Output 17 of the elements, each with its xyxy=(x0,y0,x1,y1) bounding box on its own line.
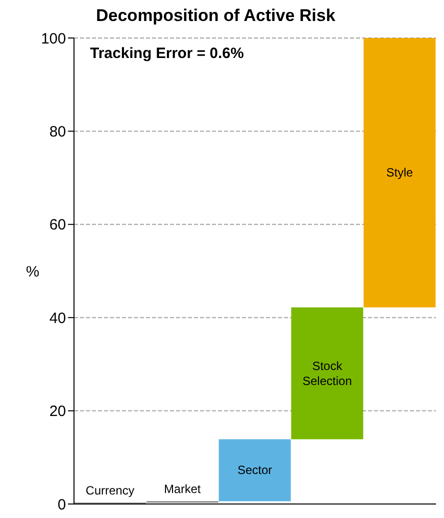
x-tick-label: Stock Selection xyxy=(302,358,352,388)
x-tick-label: Style xyxy=(386,166,414,180)
x-tick-label: Currency xyxy=(86,484,134,498)
x-tick-label: Market xyxy=(164,482,202,496)
y-tick-label: 40 xyxy=(49,310,66,327)
bar xyxy=(291,307,364,440)
y-tick-label: 0 xyxy=(58,496,66,514)
y-axis-title: % xyxy=(26,263,40,280)
chart-title: Decomposition of Active Risk xyxy=(96,6,336,26)
y-tick-label: 60 xyxy=(49,216,66,234)
y-tick-label: 80 xyxy=(49,124,66,141)
y-tick-label: 100 xyxy=(40,30,66,48)
bar xyxy=(218,439,291,502)
bar xyxy=(364,38,436,308)
y-tick-label: 20 xyxy=(49,403,66,420)
x-tick-label: Sector xyxy=(237,463,272,478)
annotation: Tracking Error = 0.6% xyxy=(90,45,244,62)
